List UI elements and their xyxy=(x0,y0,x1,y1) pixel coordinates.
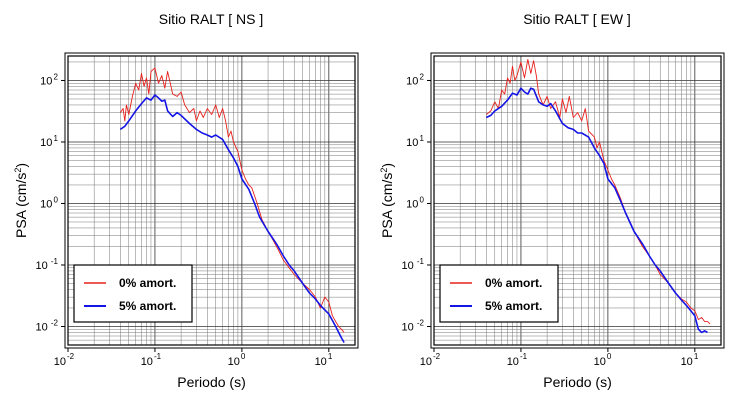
plot-frame-outer xyxy=(64,52,359,349)
chart-title: Sitio RALT [ NS ] xyxy=(159,11,264,27)
x-tick-label-1: 10 -1 xyxy=(141,352,162,368)
chart-title: Sitio RALT [ EW ] xyxy=(523,11,631,27)
y-axis-label-superscript: 2 xyxy=(379,168,389,173)
legend-box xyxy=(73,264,193,323)
legend-label-0: 0% amort. xyxy=(485,276,542,290)
legend: 0% amort. 5% amort. xyxy=(73,264,193,323)
y-tick-label-2: 010 xyxy=(40,195,58,210)
y-tick-exp: 1 xyxy=(420,134,425,143)
y-tick-label-2: 010 xyxy=(406,195,424,210)
series-line-1 xyxy=(119,94,345,343)
y-tick-label-4: 210 xyxy=(40,72,58,87)
y-tick-exp: 0 xyxy=(54,195,59,204)
x-tick-base: 10 xyxy=(507,356,519,368)
y-tick-label-0: -210 xyxy=(36,318,59,333)
y-tick-label-1: -110 xyxy=(402,257,425,272)
y-axis-label: PSA (cm/s2) xyxy=(379,163,395,238)
x-tick-base: 10 xyxy=(681,356,693,368)
y-tick-exp: -2 xyxy=(417,318,425,327)
y-tick-base: 10 xyxy=(406,75,418,87)
x-tick-base: 10 xyxy=(594,356,606,368)
legend: 0% amort. 5% amort. xyxy=(439,264,559,323)
x-tick-exp: 1 xyxy=(694,352,699,361)
x-axis-label: Periodo (s) xyxy=(543,374,611,390)
x-tick-exp: -2 xyxy=(67,352,75,361)
legend-label-1: 5% amort. xyxy=(119,299,176,313)
y-tick-label-4: 210 xyxy=(406,72,424,87)
x-tick-label-0: 10 -2 xyxy=(420,352,441,368)
y-tick-exp: -2 xyxy=(51,318,59,327)
legend-label-0: 0% amort. xyxy=(119,276,176,290)
x-tick-base: 10 xyxy=(315,356,327,368)
legend-label-1: 5% amort. xyxy=(485,299,542,313)
x-tick-base: 10 xyxy=(141,356,153,368)
y-tick-base: 10 xyxy=(406,137,418,149)
x-tick-base: 10 xyxy=(420,356,432,368)
x-tick-base: 10 xyxy=(54,356,66,368)
y-tick-exp: 2 xyxy=(420,72,425,81)
x-tick-base: 10 xyxy=(228,356,240,368)
y-axis-label-text: PSA (cm/s xyxy=(379,173,395,238)
x-tick-exp: 0 xyxy=(607,352,612,361)
y-axis-label-close: ) xyxy=(379,163,395,168)
x-tick-exp: 1 xyxy=(328,352,333,361)
series-line-1 xyxy=(485,87,708,334)
x-tick-exp: -1 xyxy=(520,352,528,361)
plot-frame xyxy=(433,55,722,346)
y-tick-base: 10 xyxy=(40,198,52,210)
x-tick-label-1: 10 -1 xyxy=(507,352,528,368)
x-tick-exp: 0 xyxy=(241,352,246,361)
y-tick-base: 10 xyxy=(36,321,48,333)
y-tick-label-0: -210 xyxy=(402,318,425,333)
y-tick-label-3: 110 xyxy=(406,134,424,149)
y-tick-exp: -1 xyxy=(417,257,425,266)
y-tick-base: 10 xyxy=(406,198,418,210)
y-axis-label-superscript: 2 xyxy=(13,168,23,173)
y-tick-exp: -1 xyxy=(51,257,59,266)
y-tick-base: 10 xyxy=(36,260,48,272)
y-axis-label-close: ) xyxy=(13,163,29,168)
y-tick-exp: 0 xyxy=(420,195,425,204)
y-tick-base: 10 xyxy=(402,260,414,272)
legend-box xyxy=(439,264,559,323)
y-tick-base: 10 xyxy=(40,137,52,149)
x-tick-label-3: 10 1 xyxy=(681,352,699,368)
y-tick-base: 10 xyxy=(402,321,414,333)
x-tick-exp: -2 xyxy=(433,352,441,361)
x-axis-label: Periodo (s) xyxy=(177,374,245,390)
x-tick-exp: -1 xyxy=(154,352,162,361)
y-axis-label: PSA (cm/s2) xyxy=(13,163,29,238)
grid xyxy=(67,56,356,346)
y-tick-exp: 1 xyxy=(54,134,59,143)
x-tick-label-0: 10 -2 xyxy=(54,352,75,368)
y-tick-base: 10 xyxy=(40,75,52,87)
y-tick-exp: 2 xyxy=(54,72,59,81)
y-tick-label-1: -110 xyxy=(36,257,59,272)
y-tick-label-3: 110 xyxy=(40,134,58,149)
plot-frame xyxy=(67,55,356,346)
x-tick-label-3: 10 1 xyxy=(315,352,333,368)
y-axis-label-text: PSA (cm/s xyxy=(13,173,29,238)
plot-frame-outer xyxy=(430,52,725,349)
x-tick-label-2: 10 0 xyxy=(228,352,246,368)
x-tick-label-2: 10 0 xyxy=(594,352,612,368)
